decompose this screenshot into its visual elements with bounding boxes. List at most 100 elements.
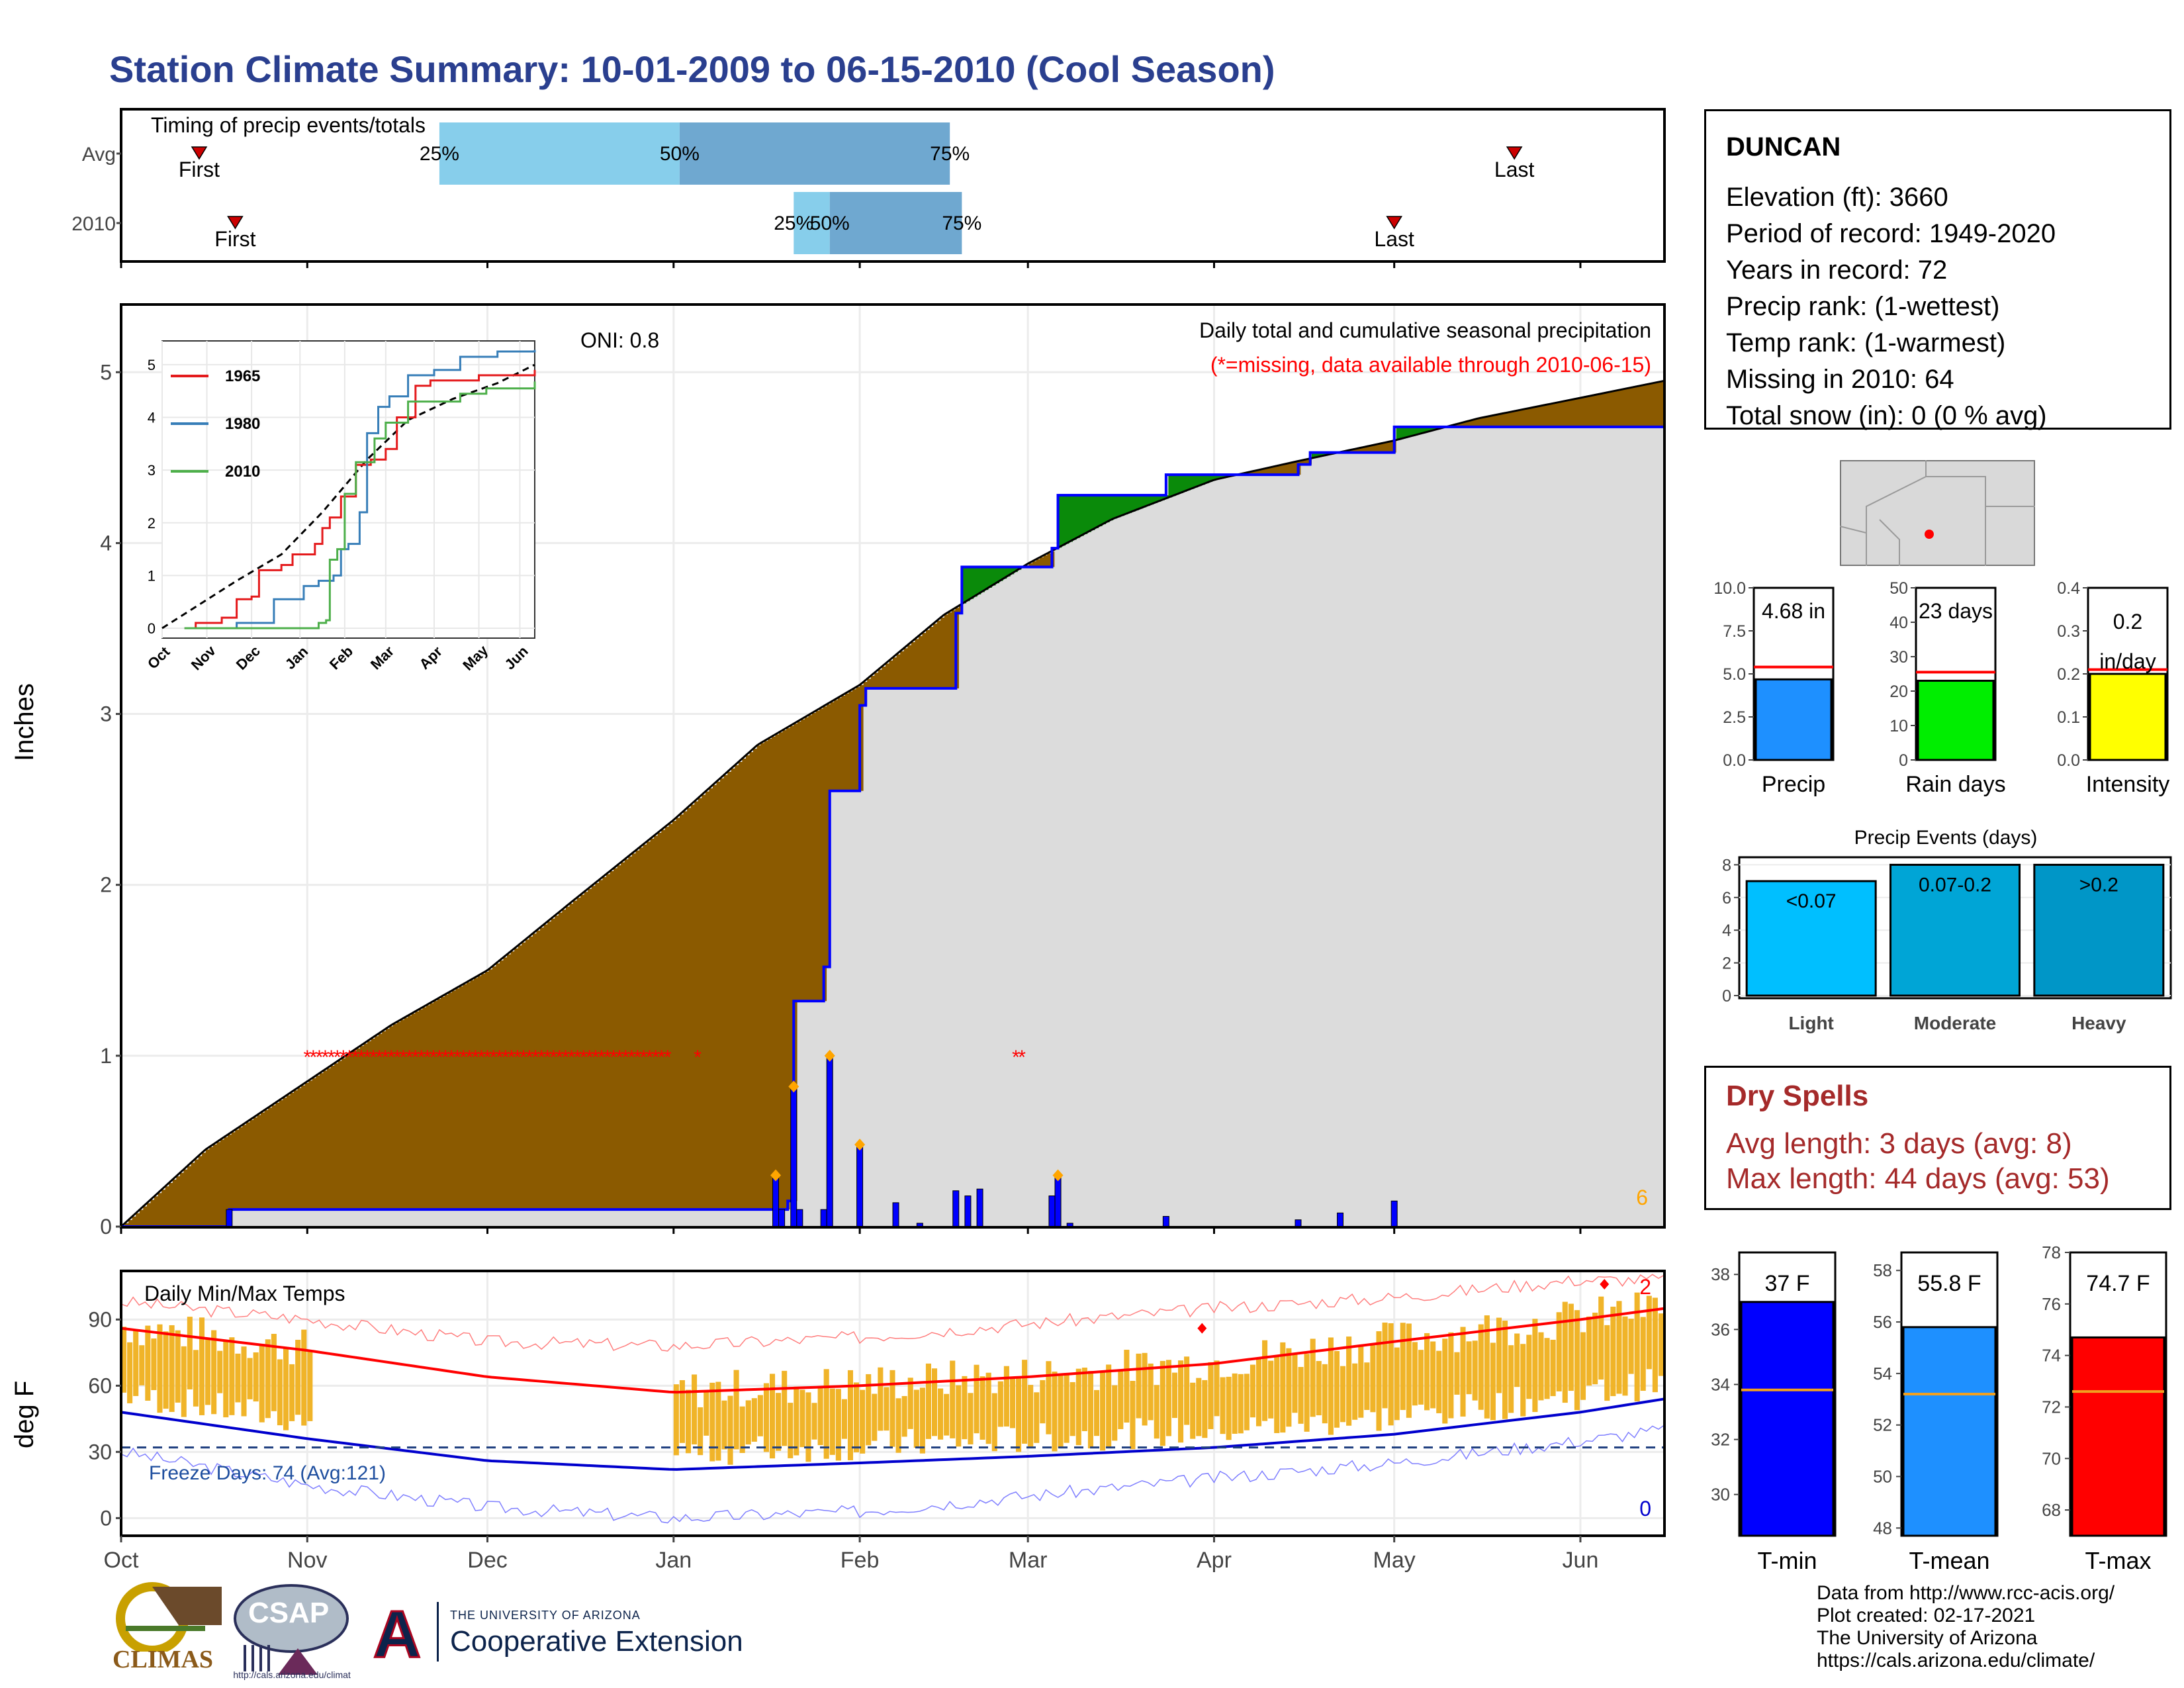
daily-temp-range-bar	[1580, 1332, 1586, 1400]
daily-temp-range-bar	[907, 1378, 913, 1429]
timing-first-label: First	[179, 158, 220, 181]
daily-temp-range-bar	[1178, 1360, 1184, 1443]
daily-temp-range-bar	[1406, 1323, 1412, 1418]
daily-temp-range-bar	[841, 1399, 847, 1439]
temp-summary-y-tick-label: 68	[2042, 1500, 2061, 1520]
missing-marker: *	[634, 1047, 642, 1068]
timing-p50-label: 50%	[660, 143, 700, 165]
missing-marker: *	[610, 1047, 617, 1068]
missing-marker: *	[328, 1047, 336, 1068]
summary-y-tick-label: 20	[1889, 682, 1908, 701]
inset-avg-line	[161, 363, 535, 630]
summary-value-label: 4.68 in	[1762, 599, 1825, 623]
precip-y-tick-label: 1	[100, 1044, 112, 1068]
daily-temp-range-bar	[277, 1359, 283, 1426]
daily-temp-range-bar	[925, 1363, 931, 1439]
missing-marker: *	[363, 1047, 371, 1068]
precip-ylabel: Inches	[10, 683, 39, 761]
daily-temp-range-bar	[1208, 1362, 1214, 1429]
daily-temp-range-bar	[1196, 1378, 1202, 1436]
locator-map	[1840, 460, 2035, 566]
temp-summary-y-tick-label: 74	[2042, 1346, 2061, 1366]
summary-y-tick-label: 0.0	[1723, 751, 1746, 770]
x-month-label: Dec	[467, 1548, 507, 1573]
daily-precip-bar	[1054, 1175, 1062, 1227]
daily-temp-range-bar	[1574, 1310, 1580, 1411]
temp-summary-y-tick-label: 50	[1873, 1467, 1892, 1487]
temp-panel: 0 30 60 90 Oct Nov Dec Jan Feb Mar Apr May Jun Daily …	[88, 1270, 1666, 1573]
summary-category-label: Intensity	[2086, 772, 2170, 797]
precip-panel-title: Daily total and cumulative seasonal prec…	[1199, 318, 1651, 342]
summary-y-tick-label: 0	[1899, 751, 1908, 770]
daily-temp-range-bar	[1250, 1364, 1255, 1418]
daily-temp-range-bar	[985, 1372, 991, 1444]
missing-marker: *	[406, 1047, 414, 1068]
missing-marker: *	[334, 1047, 341, 1068]
temp-y-tick-label: 0	[100, 1506, 112, 1530]
events-y-tick-label: 4	[1722, 921, 1731, 940]
daily-temp-range-bar	[1154, 1385, 1160, 1439]
daily-temp-range-bar	[1610, 1306, 1616, 1397]
daily-temp-range-bar	[121, 1327, 127, 1393]
missing-marker: *	[453, 1047, 461, 1068]
daily-precip-bar	[952, 1190, 960, 1227]
missing-marker: *	[1012, 1047, 1020, 1068]
daily-temp-range-bar	[1310, 1338, 1316, 1417]
daily-temp-range-bar	[1520, 1344, 1526, 1417]
temp-summary-y-tick-label: 78	[2042, 1243, 2061, 1262]
daily-temp-range-bar	[979, 1376, 985, 1440]
daily-temp-range-bar	[229, 1337, 235, 1415]
daily-temp-range-bar	[265, 1339, 271, 1419]
daily-temp-range-bar	[1255, 1358, 1262, 1427]
timing-p25-label: 25%	[774, 212, 813, 234]
x-month-label: Oct	[104, 1548, 139, 1573]
daily-temp-range-bar	[1286, 1348, 1292, 1427]
summary-y-tick-label: 30	[1889, 648, 1908, 667]
climas-text: CLIMAS	[113, 1646, 214, 1673]
daily-temp-range-bar	[1526, 1335, 1532, 1399]
daily-temp-range-bar	[1550, 1339, 1556, 1397]
daily-temp-range-bar	[751, 1398, 757, 1442]
daily-temp-range-bar	[1034, 1392, 1040, 1443]
temp-summary-y-tick-label: 34	[1711, 1374, 1730, 1394]
inset-series-1980	[184, 350, 536, 630]
daily-temp-range-bar	[241, 1346, 247, 1417]
daily-temp-range-bar	[1232, 1373, 1238, 1434]
daily-temp-range-bar	[788, 1403, 794, 1458]
events-bar	[1889, 863, 2021, 997]
coop-ext-text: Cooperative Extension	[450, 1625, 743, 1658]
daily-precip-marker	[824, 1049, 835, 1062]
daily-temp-range-bar	[1472, 1340, 1478, 1401]
daily-temp-range-bar	[1268, 1360, 1274, 1419]
timing-p50-label: 50%	[810, 212, 850, 234]
daily-temp-range-bar	[163, 1331, 169, 1409]
daily-temp-range-bar	[968, 1393, 974, 1445]
daily-temp-range-bar	[1202, 1380, 1208, 1438]
ua-divider	[437, 1602, 439, 1662]
dry-spells-title: Dry Spells	[1726, 1080, 1869, 1112]
daily-temp-range-bar	[715, 1382, 721, 1461]
missing-marker: *	[381, 1047, 389, 1068]
station-precip-rank: Precip rank: (1-wettest)	[1726, 292, 2000, 321]
daily-temp-range-bar	[776, 1393, 782, 1451]
daily-temp-range-bar	[1346, 1336, 1352, 1426]
daily-temp-range-bar	[193, 1350, 199, 1407]
temp-summary-y-tick-label: 70	[2042, 1448, 2061, 1468]
daily-temp-range-bar	[709, 1382, 715, 1462]
daily-temp-range-bar	[823, 1369, 829, 1459]
freeze-days-label: Freeze Days: 74 (Avg:121)	[149, 1462, 386, 1484]
missing-marker: *	[490, 1047, 498, 1068]
station-missing: Missing in 2010: 64	[1726, 365, 1954, 394]
daily-temp-range-bar	[1418, 1350, 1424, 1405]
temp-summary-y-tick-label: 36	[1711, 1319, 1730, 1339]
daily-temp-range-bar	[1220, 1377, 1226, 1434]
inset-legend-label: 1965	[225, 367, 260, 385]
summary-bar-precip	[1754, 678, 1833, 761]
daily-temp-range-bar	[799, 1389, 805, 1448]
daily-temp-range-bar	[1538, 1332, 1544, 1401]
daily-temp-range-bar	[1592, 1312, 1598, 1385]
inset-legend-label: 1980	[225, 415, 260, 433]
daily-temp-range-bar	[685, 1389, 692, 1454]
inset-y-tick-label: 2	[148, 515, 156, 532]
summary-value-label: in/day	[2099, 649, 2156, 673]
